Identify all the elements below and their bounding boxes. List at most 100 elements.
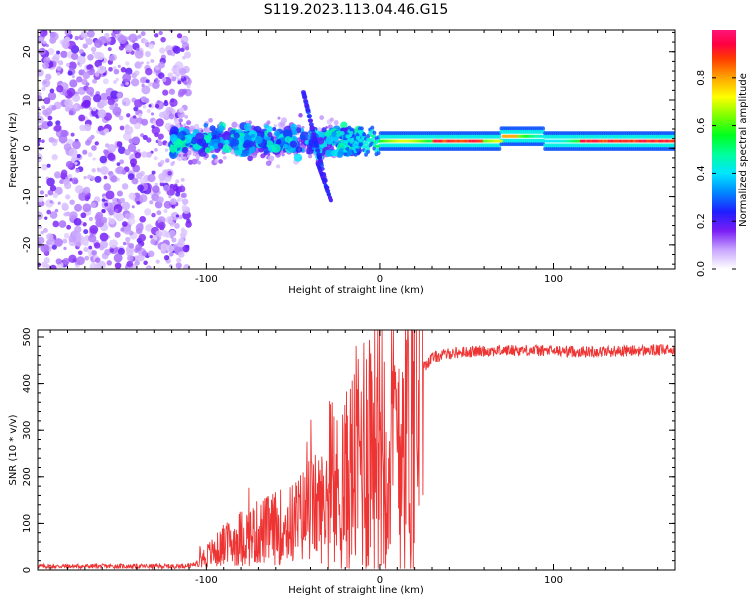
heatmap-cell [72,93,81,103]
heatmap-cell [319,115,325,120]
heatmap-cell [152,185,160,193]
heatmap-cell [119,159,125,165]
heatmap-cell [44,107,53,115]
heatmap-cell [133,99,143,108]
heatmap-cell [99,155,108,164]
heatmap-cell [70,52,79,61]
heatmap-cell [88,106,92,110]
heatmap-cell [243,139,252,148]
heatmap-cell [137,253,145,262]
heatmap-cell [144,50,151,58]
heatmap-cell [119,125,125,131]
heatmap-cell [104,202,109,207]
heatmap-cell [277,116,281,120]
heatmap-cell [82,203,92,213]
heatmap-cell [84,197,90,202]
heatmap-cell [111,32,116,37]
heatmap-cell [272,127,277,132]
heatmap-cell [151,193,160,202]
heatmap-cell [54,238,63,247]
heatmap-cell [136,200,141,205]
heatmap-cell [141,151,148,158]
heatmap-cell [100,166,109,175]
heatmap-cell [124,213,131,219]
snr-ylabel: SNR (10 * v/v) [8,414,19,485]
heatmap-cell [142,134,148,140]
heatmap-cell [80,212,87,219]
heatmap-cell [43,56,51,64]
heatmap-cell [146,137,152,143]
heatmap-cell [54,208,59,213]
heatmap-cell [38,142,41,147]
y-tick-label: 0 [22,145,33,151]
heatmap-cell [73,218,82,226]
heatmap-cell [200,129,204,133]
heatmap-cell [171,237,177,243]
heatmap-cell [175,214,179,218]
heatmap-cell [155,118,164,127]
heatmap-cell [148,104,152,108]
heatmap-cell [183,80,188,85]
heatmap-cell [182,244,190,253]
heatmap-cell [258,147,264,153]
heatmap-cell [114,30,121,34]
heatmap-cell [168,113,175,120]
heatmap-cell [54,124,62,132]
heatmap-cell [113,68,120,75]
heatmap-cell [360,136,365,140]
heatmap-cell [271,143,281,153]
heatmap-cell [136,47,140,51]
heatmap-cell [177,251,185,258]
heatmap-cell [65,194,71,200]
heatmap-cell [499,139,504,143]
heatmap-cell [51,244,57,250]
heatmap-cell [115,77,120,82]
heatmap-cell [301,144,306,150]
heatmap-cell [158,111,166,119]
heatmap-cell [127,173,135,181]
heatmap-cell [68,148,78,158]
heatmap-cell [56,72,61,76]
heatmap-cell [275,132,280,137]
heatmap-cell [75,168,80,173]
heatmap-cell [121,169,126,175]
heatmap-cell [88,245,93,250]
heatmap-cell [42,227,48,233]
heatmap-cell [181,192,187,199]
heatmap-cell [113,80,117,84]
heatmap-cell [92,78,98,84]
heatmap-cell [116,191,122,197]
heatmap-cell [172,185,179,192]
heatmap-cell [181,146,189,154]
heatmap-cell [103,183,112,191]
heatmap-cell [119,197,125,204]
heatmap-cell [150,239,156,245]
heatmap-cell [134,49,144,59]
heatmap-cell [150,59,155,63]
colorbar-tick-label: 0.8 [696,70,707,86]
heatmap-cell [38,236,45,245]
heatmap-cell [135,243,143,251]
heatmap-cell [93,242,101,249]
heatmap-cell [69,211,78,220]
heatmap-cell [158,30,163,36]
heatmap-cell [39,30,48,37]
heatmap-cell [116,92,123,98]
heatmap-cell [169,144,178,153]
heatmap-cell [106,96,112,101]
heatmap-cell [151,81,160,90]
heatmap-cell [65,160,74,169]
heatmap-cell [313,142,319,147]
heatmap-cell [359,133,363,137]
heatmap-cell [38,138,42,143]
heatmap-cell [69,79,78,88]
heatmap-cell [134,61,142,69]
heatmap-cell [141,250,148,257]
y-tick-label: 400 [22,374,33,393]
heatmap-cell [122,73,132,83]
heatmap-cell [305,108,311,113]
heatmap-cell [54,138,58,143]
heatmap-cell [141,83,145,88]
heatmap-cell [276,164,281,169]
heatmap-cell [117,64,121,68]
